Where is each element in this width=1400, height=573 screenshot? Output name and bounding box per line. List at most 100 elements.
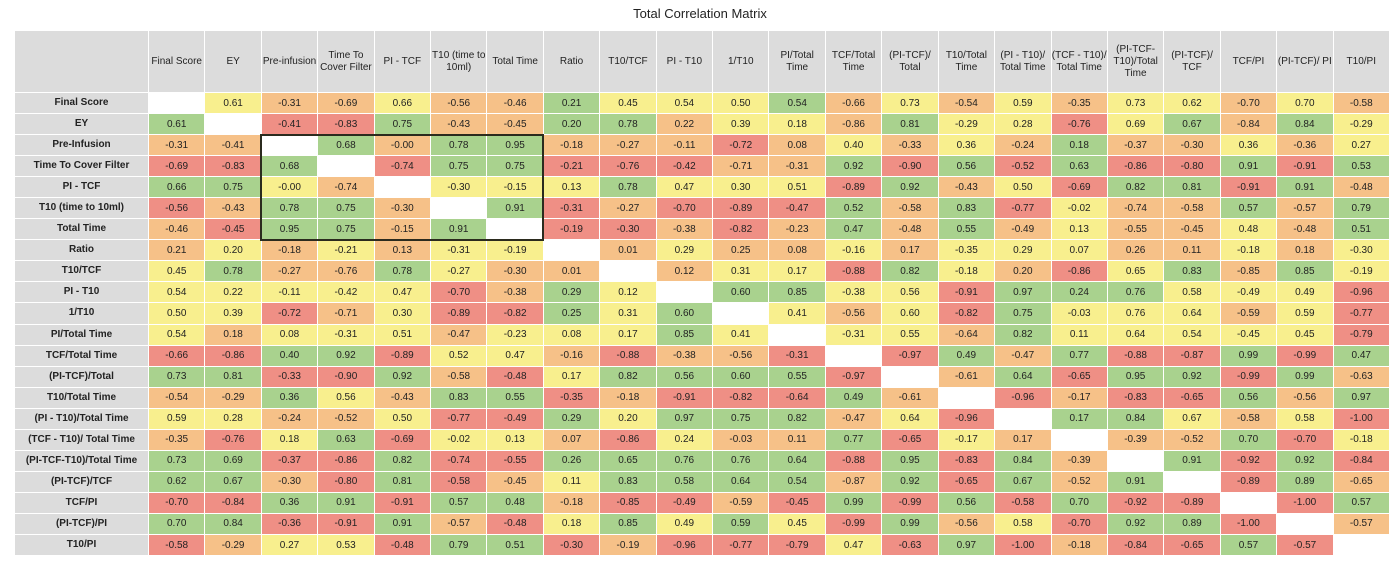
correlation-cell: 0.66 — [373, 91, 432, 115]
correlation-cell: 0.54 — [768, 91, 826, 115]
correlation-cell: 0.91 — [486, 197, 544, 220]
correlation-cell: -0.58 — [1163, 197, 1221, 220]
correlation-cell: 0.52 — [824, 197, 883, 220]
correlation-cell: 0.24 — [655, 428, 714, 451]
correlation-cell: -0.29 — [204, 386, 262, 409]
correlation-cell: 0.25 — [542, 302, 601, 325]
correlation-cell: 0.70 — [1050, 491, 1108, 514]
correlation-cell: -0.31 — [768, 344, 826, 367]
correlation-cell: -0.74 — [430, 449, 488, 472]
correlation-cell: 0.54 — [147, 323, 206, 346]
correlation-cell: -0.96 — [937, 407, 996, 430]
correlation-cell: -0.31 — [824, 323, 883, 346]
column-header: 1/T10 — [712, 30, 770, 93]
correlation-cell: 0.81 — [881, 113, 939, 136]
correlation-cell: 0.25 — [712, 239, 770, 262]
correlation-cell: 0.50 — [712, 91, 770, 115]
row-header: TCF/PI — [14, 491, 149, 514]
correlation-cell: 0.13 — [1050, 218, 1108, 241]
correlation-cell: 0.58 — [655, 470, 714, 493]
correlation-cell: 0.66 — [147, 176, 206, 199]
correlation-cell: -0.16 — [542, 344, 601, 367]
correlation-cell: -0.91 — [1276, 155, 1334, 178]
correlation-cell: -0.65 — [1163, 533, 1221, 557]
correlation-cell: 0.73 — [1106, 91, 1165, 115]
correlation-cell: 0.99 — [1219, 344, 1278, 367]
correlation-cell: -0.70 — [1050, 512, 1108, 535]
correlation-cell: -0.21 — [542, 155, 601, 178]
diagonal-cell — [542, 239, 601, 262]
row-header: (PI-TCF-T10)/Total Time — [14, 449, 149, 472]
correlation-cell: -0.96 — [994, 386, 1052, 409]
correlation-cell: -0.88 — [824, 449, 883, 472]
correlation-cell: 0.52 — [430, 344, 488, 367]
correlation-cell: -0.79 — [1332, 323, 1391, 346]
correlation-cell: -0.77 — [430, 407, 488, 430]
correlation-cell: -0.96 — [1332, 281, 1391, 304]
correlation-cell: 0.28 — [204, 407, 262, 430]
correlation-cell: 0.07 — [1050, 239, 1108, 262]
diagonal-cell — [1276, 512, 1334, 535]
correlation-cell: -0.31 — [542, 197, 601, 220]
correlation-cell: -0.30 — [430, 176, 488, 199]
correlation-cell: 0.83 — [599, 470, 657, 493]
correlation-cell: -0.54 — [147, 386, 206, 409]
correlation-cell: 0.68 — [260, 155, 319, 178]
correlation-cell: -0.66 — [824, 91, 883, 115]
row-header: EY — [14, 113, 149, 136]
correlation-cell: -0.82 — [712, 386, 770, 409]
correlation-cell: 0.17 — [1050, 407, 1108, 430]
correlation-cell: 0.39 — [204, 302, 262, 325]
correlation-cell: 0.65 — [1106, 260, 1165, 283]
correlation-cell: 0.30 — [373, 302, 432, 325]
correlation-cell: 0.67 — [994, 470, 1052, 493]
correlation-cell: -0.89 — [712, 197, 770, 220]
correlation-cell: 0.12 — [599, 281, 657, 304]
correlation-cell: 0.17 — [542, 365, 601, 388]
correlation-cell: -0.27 — [599, 197, 657, 220]
matrix-row: (PI-TCF)/PI 0.70 0.84 -0.36 -0.91 0.91 -0.57 -0… — [14, 512, 1391, 535]
correlation-cell: -0.76 — [599, 155, 657, 178]
correlation-cell: 0.58 — [1276, 407, 1334, 430]
correlation-cell: -0.18 — [599, 386, 657, 409]
correlation-cell: -0.74 — [1106, 197, 1165, 220]
correlation-cell: -0.15 — [486, 176, 544, 199]
matrix-row: Total Time -0.46 -0.45 0.95 0.75 -0.15 0.91 -0.… — [14, 218, 1391, 241]
correlation-cell: -0.33 — [260, 365, 319, 388]
row-header: Final Score — [14, 91, 149, 115]
correlation-cell: 0.18 — [1276, 239, 1334, 262]
correlation-cell: -0.69 — [147, 155, 206, 178]
row-header: T10 (time to 10ml) — [14, 197, 149, 220]
correlation-cell: 0.49 — [824, 386, 883, 409]
correlation-cell: -1.00 — [1332, 407, 1391, 430]
correlation-cell: -0.71 — [712, 155, 770, 178]
correlation-cell: 0.92 — [1106, 512, 1165, 535]
correlation-cell: -0.00 — [260, 176, 319, 199]
correlation-cell: 0.83 — [937, 197, 996, 220]
row-header: (PI-TCF)/Total — [14, 365, 149, 388]
correlation-cell: -0.88 — [599, 344, 657, 367]
correlation-cell: -0.83 — [1106, 386, 1165, 409]
column-header: Pre-infusion — [260, 30, 319, 93]
correlation-cell: -0.38 — [655, 218, 714, 241]
correlation-cell: -0.46 — [486, 91, 544, 115]
correlation-cell: -0.29 — [204, 533, 262, 557]
column-header: PI/Total Time — [768, 30, 826, 93]
correlation-cell: 0.56 — [881, 281, 939, 304]
correlation-cell: -0.29 — [1332, 113, 1391, 136]
correlation-cell: -0.30 — [1163, 134, 1221, 157]
correlation-cell: 0.82 — [373, 449, 432, 472]
correlation-cell: 0.78 — [599, 113, 657, 136]
correlation-cell: 0.60 — [712, 365, 770, 388]
correlation-cell: -0.86 — [824, 113, 883, 136]
correlation-cell: 0.84 — [204, 512, 262, 535]
diagonal-cell — [486, 218, 544, 241]
correlation-cell: 0.51 — [373, 323, 432, 346]
correlation-cell: 0.56 — [655, 365, 714, 388]
correlation-cell: 0.75 — [994, 302, 1052, 325]
diagonal-cell — [430, 197, 488, 220]
correlation-cell: -0.77 — [994, 197, 1052, 220]
correlation-cell: -0.47 — [430, 323, 488, 346]
correlation-cell: -0.41 — [260, 113, 319, 136]
correlation-cell: 0.57 — [430, 491, 488, 514]
